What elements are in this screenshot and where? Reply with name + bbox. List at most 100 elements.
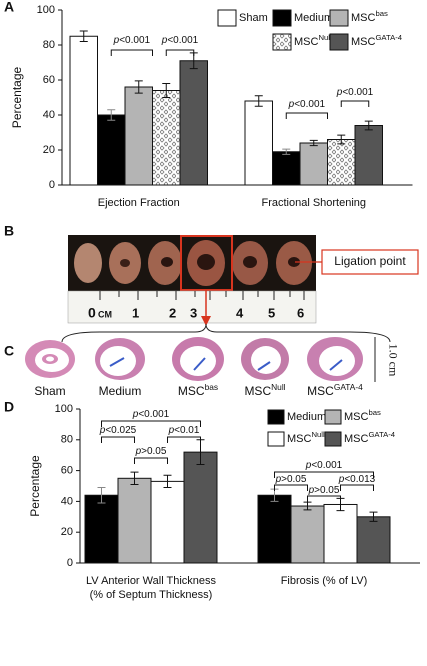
heart-photo (61, 235, 419, 343)
legend-swatch (217, 9, 237, 27)
label: Medium (294, 12, 333, 24)
error-bar (107, 109, 116, 121)
label: MSCNull (244, 382, 285, 398)
legend-swatch (267, 431, 285, 447)
y-tick-label: 100 (37, 4, 55, 16)
significance-bracket (165, 49, 195, 56)
y-axis-label: Percentage (28, 455, 42, 517)
label: Sham (239, 12, 268, 24)
legend-swatch (329, 9, 349, 27)
label-text: Sham (239, 12, 268, 24)
ruler-label: 6 (297, 305, 304, 320)
bar (356, 516, 391, 564)
bar (299, 142, 328, 186)
significance-bracket (307, 495, 341, 502)
error-bar (364, 120, 373, 131)
y-tick-label: 60 (61, 465, 73, 477)
significance-label: p<0.001 (336, 87, 374, 98)
ruler-label: 1 (132, 305, 139, 320)
significance-bracket (167, 436, 201, 443)
significance-label: p>0.05 (135, 446, 167, 457)
bar (244, 100, 273, 186)
label-sup: Null (311, 430, 325, 439)
label: MSCbas (178, 382, 218, 398)
bar (183, 451, 218, 564)
x-category-label: Fractional Shortening (261, 197, 367, 209)
error-bar (337, 134, 346, 145)
histology (25, 337, 376, 382)
label-sup: bas (375, 9, 388, 18)
significance-label: p<0.001 (161, 35, 199, 46)
significance-label: p>0.05 (275, 474, 307, 485)
label: Medium (99, 384, 142, 398)
ruler-label: 5 (268, 305, 275, 320)
ruler-label: 3 (190, 305, 197, 320)
significance-label: p<0.01 (168, 425, 200, 436)
significance-label: p<0.013 (338, 474, 376, 485)
label-text: MSC (307, 384, 334, 398)
legend-swatch (324, 409, 342, 425)
label: MSCNull (287, 430, 325, 445)
label-text: Sham (34, 384, 65, 398)
y-tick-label: 0 (67, 557, 73, 569)
label-sup: GATA-4 (368, 430, 395, 439)
label: MSCbas (344, 408, 381, 423)
label-sup: bas (368, 408, 381, 417)
significance-bracket (340, 100, 370, 107)
significance-label: p>0.05 (308, 485, 340, 496)
bar (272, 151, 301, 186)
label-sup: GATA-4 (375, 33, 402, 42)
x-category-label: Fibrosis (% of LV) (280, 575, 368, 587)
bar (290, 505, 325, 564)
legend-swatch (272, 33, 292, 51)
significance-bracket (274, 471, 374, 478)
scale-bar-label: 1.0 cm (386, 344, 400, 377)
significance-bracket (110, 49, 153, 56)
bar (117, 477, 152, 564)
significance-bracket (101, 420, 201, 427)
significance-label: p<0.001 (113, 35, 151, 46)
error-bar (163, 474, 172, 489)
label: MSCGATA-4 (307, 382, 363, 398)
x-category-label: Ejection Fraction (97, 197, 180, 209)
bar (124, 86, 153, 186)
significance-label: p<0.025 (99, 425, 137, 436)
bar (179, 60, 208, 186)
y-tick-label: 20 (43, 144, 55, 156)
legend-swatch (329, 33, 349, 51)
label-text: MSC (287, 433, 312, 445)
x-category-label: LV Anterior Wall Thickness (% of Septum … (85, 575, 217, 601)
error-bar (254, 95, 263, 107)
bar (84, 494, 119, 564)
label-text: MSC (294, 36, 319, 48)
significance-label: p<0.001 (305, 460, 343, 471)
bar (327, 139, 356, 186)
ruler-label: 2 (169, 305, 176, 320)
error-bar (162, 83, 171, 98)
label-text: Medium (99, 384, 142, 398)
label-sup: Null (318, 33, 332, 42)
label-text: MSC (244, 384, 271, 398)
bar (323, 503, 358, 564)
label-text: Medium (287, 411, 326, 423)
error-bar (130, 471, 139, 485)
label-text: Medium (294, 12, 333, 24)
bar (150, 480, 185, 564)
bar (152, 90, 181, 186)
y-tick-label: 40 (43, 109, 55, 121)
y-axis-label: Percentage (10, 66, 24, 128)
y-tick-label: 80 (43, 39, 55, 51)
label-text: MSC (178, 384, 205, 398)
panel-label: D (4, 399, 14, 415)
y-tick-label: 100 (55, 403, 73, 415)
bar (257, 494, 292, 564)
error-bar (134, 80, 143, 94)
label: Medium (287, 411, 326, 423)
callout-label: Ligation point (334, 254, 406, 268)
error-bar (369, 511, 378, 522)
legend-swatch (324, 431, 342, 447)
panel-label: C (4, 343, 14, 359)
y-tick-label: 80 (61, 434, 73, 446)
